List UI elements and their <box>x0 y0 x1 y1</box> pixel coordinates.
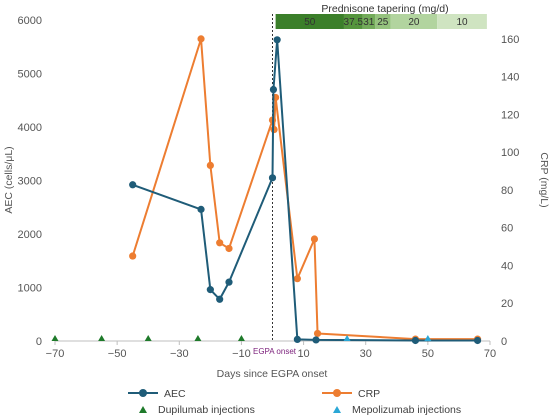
aec-point <box>473 336 482 345</box>
aec-point <box>206 286 214 294</box>
prednisone-segment <box>437 14 487 29</box>
y-right-tick-label: 20 <box>501 298 513 310</box>
crp-line <box>131 37 478 341</box>
prednisone-segment <box>343 14 363 29</box>
prednisone-segment <box>390 14 438 29</box>
aec-point <box>411 336 420 345</box>
aec-point <box>129 181 137 189</box>
prednisone-band: 50 37.5 31 25 20 10 <box>275 14 487 29</box>
legend-dupilumab-label: Dupilumab injections <box>158 404 255 416</box>
dupilumab-marker <box>51 335 59 341</box>
y-right-tick-label: 80 <box>501 185 513 197</box>
aec-line <box>132 38 478 342</box>
y-left-tick-label: 0 <box>36 336 42 348</box>
y-right-tick-label: 100 <box>501 147 519 159</box>
legend-aec-label: AEC <box>164 388 186 400</box>
legend-mepolizumab-marker <box>333 406 341 413</box>
legend-crp-marker <box>333 389 341 397</box>
aec-point <box>216 295 224 303</box>
dupilumab-marker <box>194 335 202 341</box>
y-right-tick-label: 140 <box>501 72 519 84</box>
crp-point <box>293 275 301 283</box>
x-axis-ticks: −70 −50 −30 −10 10 30 50 70 <box>46 341 496 360</box>
prednisone-segment <box>375 14 391 29</box>
aec-point <box>225 278 233 286</box>
y-right-tick-label: 40 <box>501 260 513 272</box>
x-tick-label: 30 <box>360 348 372 360</box>
x-axis-title: Days since EGPA onset <box>217 368 328 380</box>
x-tick-label: 10 <box>297 348 309 360</box>
y-right-tick-label: 0 <box>501 336 507 348</box>
legend: AEC CRP Dupilumab injections Mepolizumab… <box>128 388 461 416</box>
crp-point <box>197 35 205 43</box>
y-axis-left-title: AEC (cells/μL) <box>3 146 15 213</box>
injection-markers <box>51 335 432 341</box>
aec-point <box>268 174 277 182</box>
prednisone-segment-label: 31 <box>363 17 375 28</box>
prednisone-segment-label: 25 <box>377 17 389 28</box>
y-left-tick-label: 6000 <box>18 15 42 27</box>
crp-point <box>310 235 319 243</box>
mepolizumab-marker <box>424 335 432 341</box>
y-left-tick-label: 1000 <box>18 283 42 295</box>
x-tick-label: 70 <box>484 348 496 360</box>
y-right-tick-label: 160 <box>501 34 519 46</box>
prednisone-segment-label: 10 <box>456 17 468 28</box>
aec-point <box>269 85 278 94</box>
dupilumab-marker <box>144 335 152 341</box>
x-tick-label: −10 <box>232 348 251 360</box>
prednisone-segment-label: 20 <box>408 17 420 28</box>
x-tick-label: −50 <box>108 348 127 360</box>
y-axis-right-title: CRP (mg/L) <box>538 152 550 207</box>
aec-point <box>273 36 281 44</box>
crp-point <box>129 252 137 260</box>
left-axis-ticks: 0 1000 2000 3000 4000 5000 6000 <box>18 15 42 348</box>
crp-point <box>313 329 322 338</box>
y-left-tick-label: 2000 <box>18 229 42 241</box>
dupilumab-marker <box>237 335 245 341</box>
y-left-tick-label: 4000 <box>18 122 42 134</box>
x-tick-label: 50 <box>422 348 434 360</box>
aec-point <box>293 335 301 343</box>
y-right-tick-label: 120 <box>501 109 519 121</box>
legend-mepolizumab-label: Mepolizumab injections <box>352 404 461 416</box>
egpa-onset-label: EGPA onset <box>253 347 297 356</box>
crp-point <box>270 125 278 134</box>
crp-point <box>206 161 214 169</box>
prednisone-title: Prednisone tapering (mg/d) <box>321 3 448 15</box>
prednisone-segment-label: 50 <box>304 17 316 28</box>
prednisone-segment-label: 37.5 <box>344 17 364 28</box>
prednisone-segment <box>362 14 376 29</box>
legend-dupilumab-marker <box>139 406 147 413</box>
series-layer <box>129 35 482 345</box>
right-axis-ticks: 0 20 40 60 80 100 120 140 160 <box>501 34 519 348</box>
legend-aec-marker <box>139 389 147 397</box>
x-tick-label: −30 <box>170 348 189 360</box>
dupilumab-marker <box>98 335 106 341</box>
prednisone-segment <box>275 14 344 29</box>
legend-crp-label: CRP <box>358 388 380 400</box>
mepolizumab-marker <box>343 335 351 341</box>
crp-point <box>225 244 233 253</box>
y-left-tick-label: 3000 <box>18 176 42 188</box>
x-tick-label: −70 <box>46 348 65 360</box>
crp-point <box>216 239 224 247</box>
y-right-tick-label: 60 <box>501 223 513 235</box>
aec-point <box>197 205 205 213</box>
aec-point <box>312 336 320 344</box>
y-left-tick-label: 5000 <box>18 69 42 81</box>
